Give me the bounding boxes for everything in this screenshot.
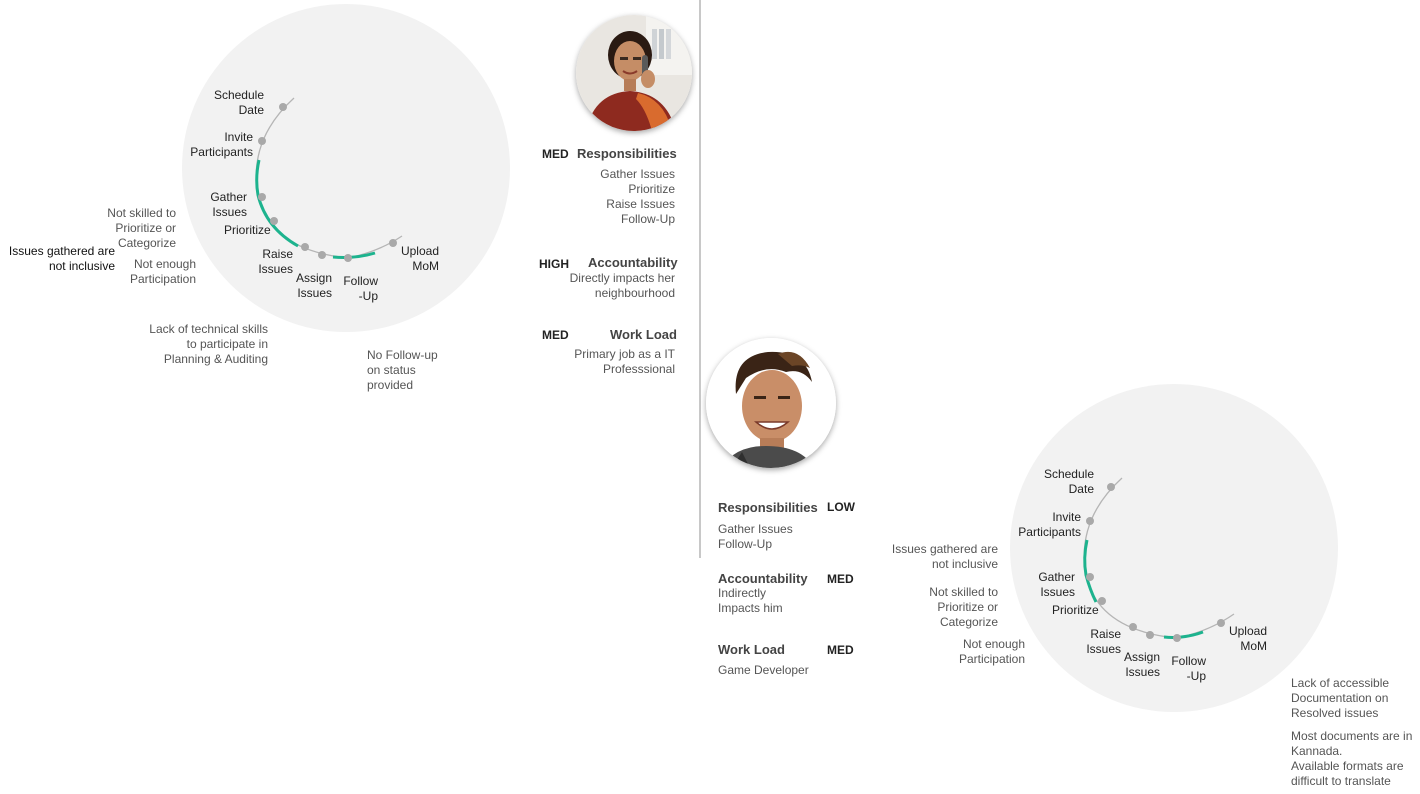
journey-2-pain-not-enough: Not enough Participation [958,637,1025,666]
journey-1-step-gather-issues: Gather Issues [210,190,247,219]
journey-2-dot-invite [1086,517,1094,525]
journey-1-step-raise-issues: Raise Issues [258,247,293,276]
persona-1-accountability-heading: Accountability [588,255,678,270]
journey-2-step-gather-issues: Gather Issues [1038,570,1075,599]
persona-1-responsibilities-level: MED [542,147,569,161]
persona-1-workload-detail: Primary job as a IT Professsional [574,347,675,376]
persona-1-workload-level: MED [542,328,569,342]
journey-1-dot-upload [389,239,397,247]
journey-2-step-prioritize: Prioritize [1052,603,1099,617]
persona-2-accountability-detail: Indirectly Impacts him [718,586,783,615]
journey-1-step-upload-mom: Upload MoM [400,244,439,273]
journey-2-pain-not-skilled: Not skilled to Prioritize or Categorize [929,585,998,629]
journey-2-pain-lack-docs: Lack of accessible Documentation on Reso… [1291,676,1390,720]
journey-2-step-assign-issues: Assign Issues [1123,650,1160,679]
journey-2-dot-prioritize [1098,597,1106,605]
journey-2-dot-followup [1173,634,1181,642]
journey-2-pain-not-inclusive: Issues gathered are not inclusive [891,542,998,571]
journey-1-step-schedule-date: Schedule Date [213,88,264,117]
journey-1-pain-not-inclusive: Issues gathered are not inclusive [8,244,115,273]
journey-1-pain-not-skilled: Not skilled to Prioritize or Categorize [107,206,176,250]
journey-2-dot-upload [1217,619,1225,627]
persona-1-workload-heading: Work Load [610,327,677,342]
journey-1-dot-raise [301,243,309,251]
journey-2-step-upload-mom: Upload MoM [1228,624,1267,653]
journey-1-dot-prioritize [270,217,278,225]
journey-2-dot-schedule [1107,483,1115,491]
persona-2-workload-heading: Work Load [718,642,785,657]
journey-1-dot-invite [258,137,266,145]
journey-2-step-invite-participants: Invite Participants [1018,510,1081,539]
persona-2-avatar [706,338,836,468]
persona-1-responsibilities-heading: Responsibilities [577,146,677,161]
journey-1-step-assign-issues: Assign Issues [295,271,332,300]
journey-1-pain-not-enough: Not enough Participation [129,257,196,286]
smiling-man-photo-icon [706,338,836,468]
journey-2-step-follow-up: Follow -Up [1171,654,1206,683]
journey-2-highlight-a [1083,539,1098,603]
persona-2-responsibilities-level: LOW [827,500,855,514]
journey-2-highlight-b [1163,630,1204,639]
journey-2-background-circle [1010,384,1338,712]
journey-2-step-schedule-date: Schedule Date [1043,467,1094,496]
journey-1-step-prioritize: Prioritize [224,223,271,237]
journey-1-pain-lack-skills: Lack of technical skills to participate … [149,322,268,366]
persona-1-responsibilities-detail: Gather Issues Prioritize Raise Issues Fo… [600,167,675,226]
persona-1-accountability-detail: Directly impacts her neighbourhood [569,271,675,300]
journey-2-dot-assign [1146,631,1154,639]
journey-1-step-follow-up: Follow -Up [343,274,378,303]
journey-1-highlight-a [255,159,299,248]
persona-2-accountability-level: MED [827,572,854,586]
journey-1-dot-assign [318,251,326,259]
journey-1-pain-no-followup: No Follow-up on status provided [367,348,438,392]
journey-1-dot-gather [258,193,266,201]
journey-2-dot-gather [1086,573,1094,581]
persona-2-workload-level: MED [827,643,854,657]
vertical-divider [699,0,701,558]
journey-1-highlight-b [332,251,376,259]
journey-2-pain-kannada: Most documents are in Kannada. Available… [1291,729,1413,788]
journey-1-step-invite-participants: Invite Participants [190,130,253,159]
journey-1-background-circle [182,4,510,332]
persona-2-workload-detail: Game Developer [718,663,809,677]
persona-2-responsibilities-detail: Gather Issues Follow-Up [718,522,793,551]
journey-2-step-raise-issues: Raise Issues [1086,627,1121,656]
persona-1-accountability-level: HIGH [539,257,569,271]
journey-2-dot-raise [1129,623,1137,631]
journey-1-dot-schedule [279,103,287,111]
persona-2-accountability-heading: Accountability [718,571,808,586]
persona-2-responsibilities-heading: Responsibilities [718,500,818,515]
journey-1-dot-followup [344,254,352,262]
